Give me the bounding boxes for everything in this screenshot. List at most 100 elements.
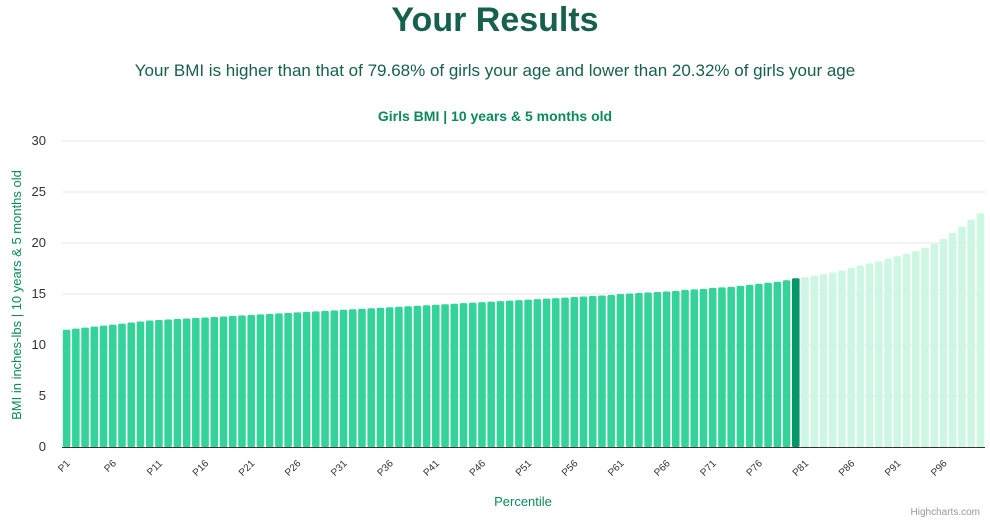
bar-p83[interactable] (819, 274, 828, 447)
bar-p35[interactable] (376, 307, 385, 447)
bar-current-percentile[interactable] (792, 278, 800, 447)
bar-p2[interactable] (72, 328, 80, 447)
bar-p58[interactable] (588, 296, 597, 447)
bar-p49[interactable] (505, 300, 514, 447)
bar-p84[interactable] (828, 272, 837, 447)
bar-p53[interactable] (542, 298, 551, 447)
bar-p46[interactable] (478, 302, 486, 447)
bar-p72[interactable] (718, 287, 726, 447)
bar-p86[interactable] (847, 267, 855, 447)
bar-p16[interactable] (201, 317, 209, 447)
bar-p24[interactable] (275, 313, 283, 447)
bar-p77[interactable] (764, 282, 772, 447)
bar-p100[interactable] (976, 213, 985, 447)
bar-p37[interactable] (395, 306, 403, 447)
bar-p10[interactable] (145, 320, 154, 447)
bar-p9[interactable] (136, 321, 145, 447)
bar-p38[interactable] (404, 306, 412, 447)
bar-p12[interactable] (164, 319, 172, 448)
bar-p32[interactable] (348, 309, 357, 447)
bar-p68[interactable] (681, 289, 689, 447)
bar-p26[interactable] (293, 312, 302, 447)
bar-p81[interactable] (801, 277, 809, 447)
bar-p14[interactable] (182, 318, 191, 447)
bar-p48[interactable] (496, 301, 505, 447)
bar-p43[interactable] (450, 303, 459, 447)
bar-p88[interactable] (865, 263, 874, 447)
bar-p70[interactable] (699, 288, 708, 447)
bar-p57[interactable] (579, 296, 588, 447)
bar-p96[interactable] (939, 238, 948, 447)
bar-p50[interactable] (515, 300, 523, 447)
bar-p85[interactable] (838, 270, 846, 447)
bar-p61[interactable] (616, 294, 625, 447)
bar-p47[interactable] (487, 301, 495, 447)
bar-p28[interactable] (312, 311, 320, 447)
bar-p29[interactable] (321, 310, 329, 447)
bar-p93[interactable] (911, 251, 920, 447)
bar-p11[interactable] (155, 320, 163, 447)
bar-p59[interactable] (598, 295, 606, 447)
bar-p56[interactable] (570, 297, 579, 447)
bar-p6[interactable] (108, 324, 117, 447)
bar-p78[interactable] (773, 281, 782, 447)
bar-p74[interactable] (736, 285, 745, 447)
bar-p52[interactable] (533, 299, 542, 447)
bar-p19[interactable] (228, 315, 237, 447)
bar-p22[interactable] (256, 314, 265, 447)
bar-p51[interactable] (524, 299, 532, 447)
bar-p39[interactable] (413, 305, 422, 447)
bar-p91[interactable] (893, 256, 902, 447)
bar-p42[interactable] (441, 304, 449, 447)
bar-series[interactable] (62, 213, 985, 448)
bar-p87[interactable] (856, 265, 865, 447)
bar-p95[interactable] (930, 244, 939, 447)
bar-p45[interactable] (468, 302, 477, 447)
bar-p13[interactable] (173, 318, 182, 447)
bar-p79[interactable] (782, 280, 791, 447)
credits-link[interactable]: Highcharts.com (911, 507, 980, 518)
bar-p71[interactable] (708, 287, 717, 447)
bar-p40[interactable] (422, 305, 431, 447)
bar-p17[interactable] (210, 316, 219, 447)
bar-p67[interactable] (672, 290, 680, 447)
bar-p66[interactable] (662, 291, 671, 447)
bar-p7[interactable] (118, 323, 126, 447)
bar-p76[interactable] (755, 283, 763, 447)
bar-p64[interactable] (644, 292, 652, 447)
bar-p15[interactable] (192, 317, 200, 447)
bar-p41[interactable] (432, 304, 440, 447)
bar-p31[interactable] (339, 309, 348, 447)
bar-p99[interactable] (967, 219, 975, 447)
bar-p44[interactable] (459, 303, 468, 447)
bar-p30[interactable] (330, 310, 339, 447)
bar-p92[interactable] (902, 253, 911, 447)
bar-p3[interactable] (81, 327, 89, 447)
bar-p63[interactable] (635, 292, 643, 447)
bar-p18[interactable] (219, 316, 228, 447)
bar-p1[interactable] (62, 329, 71, 447)
bar-p21[interactable] (247, 314, 255, 447)
bar-p90[interactable] (884, 258, 892, 447)
bar-p27[interactable] (302, 311, 311, 447)
bar-p82[interactable] (810, 275, 819, 447)
bar-p5[interactable] (99, 325, 108, 447)
bar-p36[interactable] (385, 307, 394, 447)
bar-p69[interactable] (690, 289, 699, 447)
bar-p23[interactable] (265, 313, 274, 447)
bar-p8[interactable] (127, 322, 136, 447)
bar-p75[interactable] (745, 284, 754, 447)
bar-p4[interactable] (90, 326, 99, 447)
bar-p65[interactable] (653, 291, 662, 447)
bar-p20[interactable] (238, 315, 246, 447)
bar-p73[interactable] (727, 286, 735, 447)
bar-p55[interactable] (561, 297, 569, 447)
bar-p54[interactable] (552, 298, 560, 447)
bar-p89[interactable] (875, 261, 883, 447)
bar-p33[interactable] (358, 308, 366, 447)
bar-p94[interactable] (921, 247, 929, 447)
bar-p34[interactable] (367, 308, 375, 447)
bar-p60[interactable] (607, 295, 615, 447)
bar-p62[interactable] (625, 293, 634, 447)
bar-p25[interactable] (284, 312, 292, 447)
